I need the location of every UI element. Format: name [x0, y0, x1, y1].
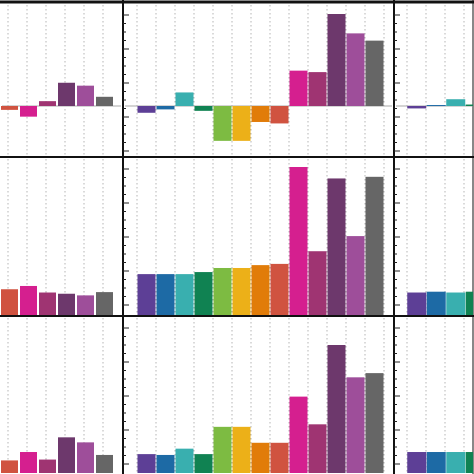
- bottom-right-bar: [426, 452, 446, 473]
- top-right-bar: [426, 105, 446, 107]
- top-center-bar: [289, 70, 308, 106]
- bottom-left-bar: [58, 437, 75, 473]
- top-center-bar: [346, 33, 365, 106]
- middle-left-bar: [58, 293, 75, 315]
- top-center-bar: [251, 106, 270, 122]
- middle-center-bar: [346, 236, 365, 315]
- middle-right-bar: [426, 291, 446, 315]
- bottom-center-bar: [156, 454, 175, 473]
- bottom-left-bar: [1, 460, 18, 473]
- top-center-bar: [365, 40, 384, 107]
- middle-center-bar: [270, 263, 289, 315]
- bottom-center-bar: [194, 454, 213, 473]
- middle-center-bar: [175, 274, 194, 315]
- bottom-center-bar: [289, 396, 308, 473]
- middle-center-bar: [194, 272, 213, 315]
- bottom-left-bar: [20, 452, 37, 473]
- top-center-bar: [137, 106, 156, 113]
- bottom-center-bar: [175, 448, 194, 473]
- middle-left-bar: [77, 295, 94, 315]
- top-right-bar: [465, 104, 473, 106]
- middle-left-bar: [1, 289, 18, 315]
- top-center-bar: [232, 106, 251, 141]
- bottom-left-bar: [77, 442, 94, 473]
- bottom-center-bar: [213, 426, 232, 473]
- bottom-center-bar: [308, 424, 327, 473]
- bottom-center-bar: [270, 442, 289, 473]
- middle-left-bar: [20, 285, 37, 315]
- bottom-center-bar: [251, 442, 270, 473]
- top-center-bar: [327, 14, 346, 106]
- middle-center-bar: [308, 251, 327, 315]
- middle-center-bar: [289, 167, 308, 315]
- bottom-center-bar: [232, 426, 251, 473]
- middle-right-bar: [446, 292, 466, 315]
- top-center-bar: [194, 106, 213, 111]
- top-center-bar: [175, 92, 194, 106]
- bottom-left-bar: [96, 454, 113, 473]
- middle-center-bar: [213, 267, 232, 315]
- bottom-right-bar: [407, 452, 427, 473]
- top-left-bar: [1, 106, 18, 110]
- top-left-bar: [20, 106, 37, 117]
- top-center-bar: [308, 72, 327, 106]
- middle-left-bar: [39, 292, 56, 315]
- top-right-bar: [446, 99, 466, 106]
- bottom-center-bar: [365, 373, 384, 473]
- middle-center-bar: [137, 274, 156, 315]
- middle-right-bar: [407, 292, 427, 315]
- middle-center-bar: [251, 265, 270, 315]
- top-left-bar: [58, 82, 75, 106]
- top-left-bar: [96, 96, 113, 106]
- middle-center-bar: [327, 178, 346, 315]
- bottom-center-bar: [327, 345, 346, 473]
- bottom-center-bar: [137, 454, 156, 473]
- middle-right-bar: [465, 291, 473, 315]
- top-left-bar: [77, 85, 94, 106]
- bottom-center-bar: [346, 377, 365, 473]
- middle-center-bar: [365, 176, 384, 315]
- middle-center-bar: [232, 267, 251, 315]
- middle-center-bar: [156, 274, 175, 315]
- bottom-left-bar: [39, 459, 56, 473]
- top-left-bar: [39, 101, 56, 106]
- top-center-bar: [270, 106, 289, 124]
- bottom-right-bar: [465, 452, 473, 473]
- bottom-right-bar: [446, 452, 466, 473]
- top-right-bar: [407, 106, 427, 109]
- top-center-bar: [213, 106, 232, 141]
- middle-left-bar: [96, 292, 113, 315]
- top-center-bar: [156, 106, 175, 110]
